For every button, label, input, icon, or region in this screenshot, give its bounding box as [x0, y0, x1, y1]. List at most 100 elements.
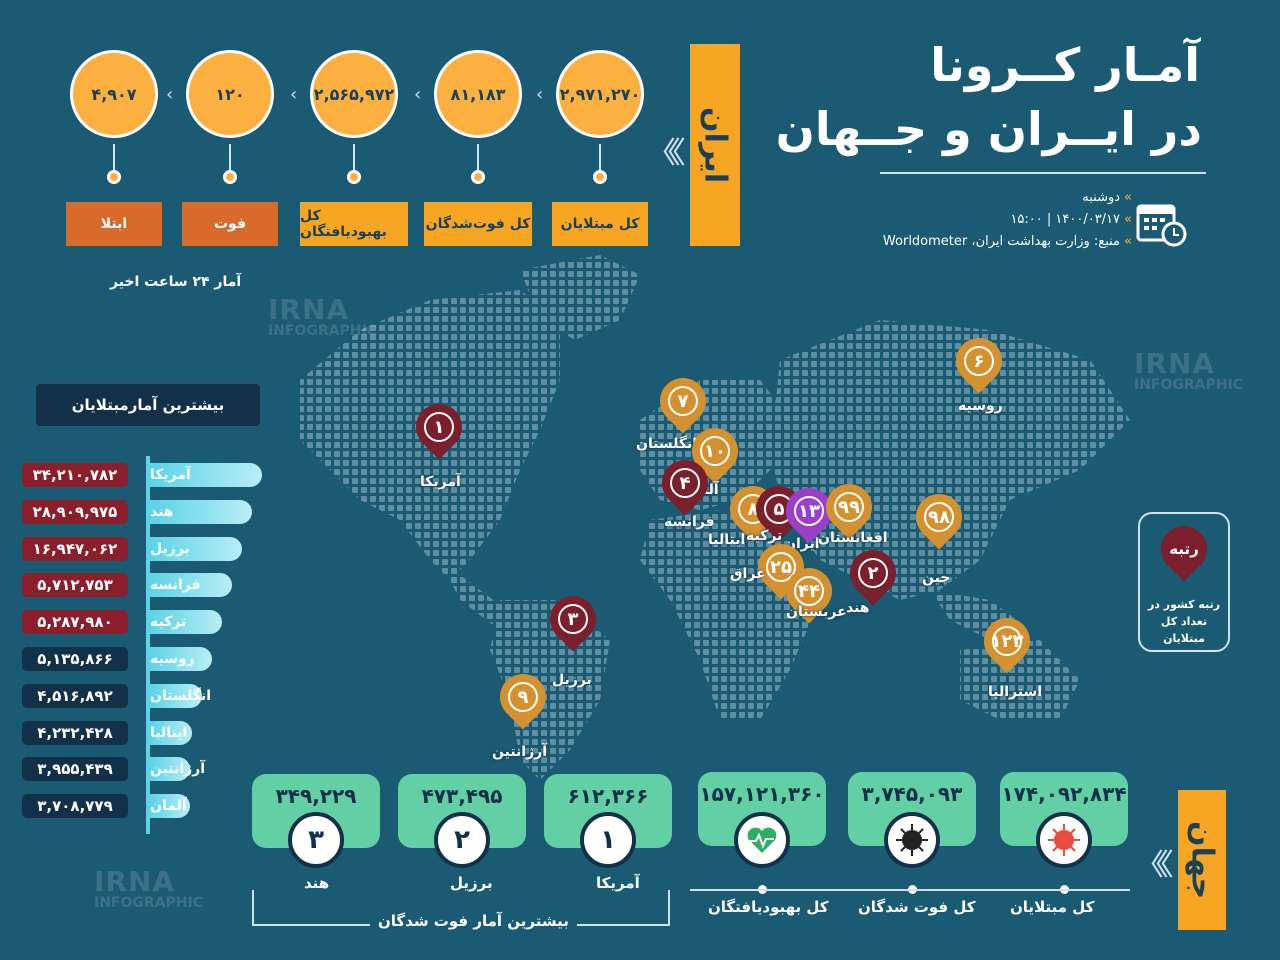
death-rank-value: ۴۷۳,۴۹۵	[421, 784, 503, 808]
ranking-country: ترکیه	[150, 610, 222, 635]
death-rank-country: آمریکا	[590, 874, 646, 892]
map-pin-rank: ۲۵	[770, 556, 792, 578]
connector-dot	[471, 170, 485, 184]
connector	[599, 144, 601, 172]
map-pin-country: فرانسه	[664, 514, 715, 530]
iran-stat-label: فوت	[182, 202, 278, 246]
ranking-value: ۳,۹۵۵,۴۳۹	[22, 757, 128, 782]
date-time: »۱۴۰۰/۰۳/۱۷ | ۱۵:۰۰	[1010, 212, 1132, 227]
map-pin-icon[interactable]: ۱۲۳	[974, 608, 1040, 676]
map-pin-icon[interactable]: ۳	[540, 586, 606, 654]
connector-dot	[347, 170, 361, 184]
death-rank-number: ۳	[288, 812, 344, 868]
ranking-divider	[146, 456, 150, 834]
connector	[353, 144, 355, 172]
ranking-country: فرانسه	[150, 573, 232, 598]
map-pin-country: آرژانتین	[492, 744, 548, 760]
ranking-country: انگلستان	[150, 683, 211, 708]
map-pin-icon[interactable]: ۱۰	[682, 418, 748, 486]
ranking-value: ۳۴,۲۱۰,۷۸۲	[22, 463, 128, 487]
map-pin-icon[interactable]: ۴۴	[776, 558, 842, 626]
map-pin-icon[interactable]: ۹۸	[906, 484, 972, 552]
virus-icon	[1036, 812, 1092, 868]
watermark: IRNA INFOGRAPHIC	[268, 296, 377, 339]
legend-caption-line1: رتبه کشور در	[1147, 598, 1221, 611]
map-pin-icon[interactable]: ۱۳	[776, 478, 842, 546]
iran-stat-value: ۴,۹۰۷	[70, 50, 158, 138]
deaths-caption: بیشترین آمار فوت شدگان	[370, 912, 577, 930]
world-stats-line	[690, 889, 1130, 891]
iran-stat-label: کل مبتلایان	[552, 202, 648, 246]
calendar-clock-icon	[1136, 204, 1187, 247]
ranking-country: ایتالیا	[150, 720, 192, 745]
map-pin-icon[interactable]: ۱	[406, 394, 472, 462]
world-stat-value: ۳,۷۴۵,۰۹۳	[861, 782, 963, 806]
ranking-country: آمریکا	[150, 463, 262, 487]
ranking-value: ۴,۵۱۶,۸۹۲	[22, 683, 128, 708]
iran-stat-circle: ۲,۵۶۵,۹۷۲	[304, 44, 404, 144]
ranking-country: آلمان	[150, 794, 190, 819]
world-stat-card: ۱۵۷,۱۲۱,۳۶۰	[698, 772, 826, 846]
map-pin-icon[interactable]: ۹۹	[816, 474, 882, 542]
iran-stat-circle: ۴,۹۰۷	[64, 44, 164, 144]
iran-stat-value: ۲,۹۷۱,۲۷۰	[556, 50, 644, 138]
watermark: IRNA INFOGRAPHIC	[1134, 347, 1243, 393]
map-pin-country: استرالیا	[988, 684, 1043, 700]
map-pin-country: روسیه	[958, 398, 1003, 414]
death-rank-country: هند	[298, 874, 336, 892]
map-pin-country: برزیل	[552, 672, 592, 688]
ranking-value: ۳,۷۰۸,۷۷۹	[22, 794, 128, 819]
iran-stat-value: ۱۲۰	[186, 50, 274, 138]
heart-pulse-icon	[734, 812, 790, 868]
legend-card	[1138, 512, 1230, 652]
ranking-country: آرژانتین	[150, 757, 205, 782]
connector	[229, 144, 231, 172]
map-pin-rank: ۹	[517, 686, 529, 708]
map-pin-icon[interactable]: ۷	[650, 368, 716, 436]
map-pin-rank: ۱۳	[798, 500, 820, 522]
watermark-line2: INFOGRAPHIC	[94, 895, 203, 911]
map-pin-country: آمریکا	[420, 474, 461, 490]
legend-pin-icon: رتبه	[1151, 516, 1217, 584]
connector-dot	[107, 170, 121, 184]
map-pin-icon[interactable]: ۲۵	[748, 534, 814, 602]
chevron-left-icon: ‹	[166, 84, 174, 105]
legend-caption: رتبه کشور در تعداد کل مبتلایان	[1140, 596, 1228, 647]
map-pin-country: افغانستان	[818, 530, 888, 546]
ranking-country: روسیه	[150, 647, 212, 671]
map-pin-icon[interactable]: ۶	[946, 328, 1012, 396]
map-pin-icon[interactable]: ۲	[840, 540, 906, 608]
legend-pin-text: رتبه	[1169, 540, 1199, 558]
ranking-value: ۱۶,۹۴۷,۰۶۲	[22, 536, 128, 561]
world-section-label: جهان	[1178, 790, 1226, 930]
title-divider	[880, 172, 1206, 174]
chevron-left-icon: ‹	[290, 84, 298, 105]
ranking-value: ۵,۷۱۲,۷۵۳	[22, 573, 128, 598]
iran-stat-label: کل فوت‌شدگان	[424, 202, 532, 246]
chevrons-icon: 〈〈〈	[1134, 848, 1174, 883]
map-pin-country: عربستان	[786, 604, 847, 620]
map-pin-country: انگلستان	[636, 436, 698, 452]
source: »منبع: وزارت بهداشت ایران، Worldometer	[882, 234, 1132, 249]
world-stat-label: کل فوت شدگان	[858, 898, 976, 916]
connector-dot	[593, 170, 607, 184]
map-pin-rank: ۷	[677, 390, 689, 412]
map-pin-rank: ۶	[973, 350, 985, 372]
watermark-line1: IRNA	[1134, 347, 1216, 380]
last24-caption: آمار ۲۴ ساعت اخیر	[110, 274, 242, 290]
connector	[477, 144, 479, 172]
map-pin-rank: ۴	[679, 472, 691, 494]
world-stat-value: ۱۷۴,۰۹۲,۸۳۴	[1001, 782, 1127, 806]
iran-section-label: ایران	[690, 44, 740, 246]
map-pin-icon[interactable]: ۴	[652, 450, 718, 518]
map-pin-icon[interactable]: ۹	[490, 664, 556, 732]
black-virus-icon	[884, 812, 940, 868]
map-pin-rank: ۲	[867, 562, 879, 584]
world-stat-label: کل بهبودیافتگان	[708, 898, 829, 916]
connector	[113, 144, 115, 172]
chevron-left-icon: ‹	[536, 84, 544, 105]
death-rank-number: ۱	[580, 812, 636, 868]
watermark-line2: INFOGRAPHIC	[1134, 377, 1243, 393]
ranking-value: ۴,۲۳۲,۴۲۸	[22, 720, 128, 745]
map-pin-country: ایتالیا	[708, 532, 746, 548]
